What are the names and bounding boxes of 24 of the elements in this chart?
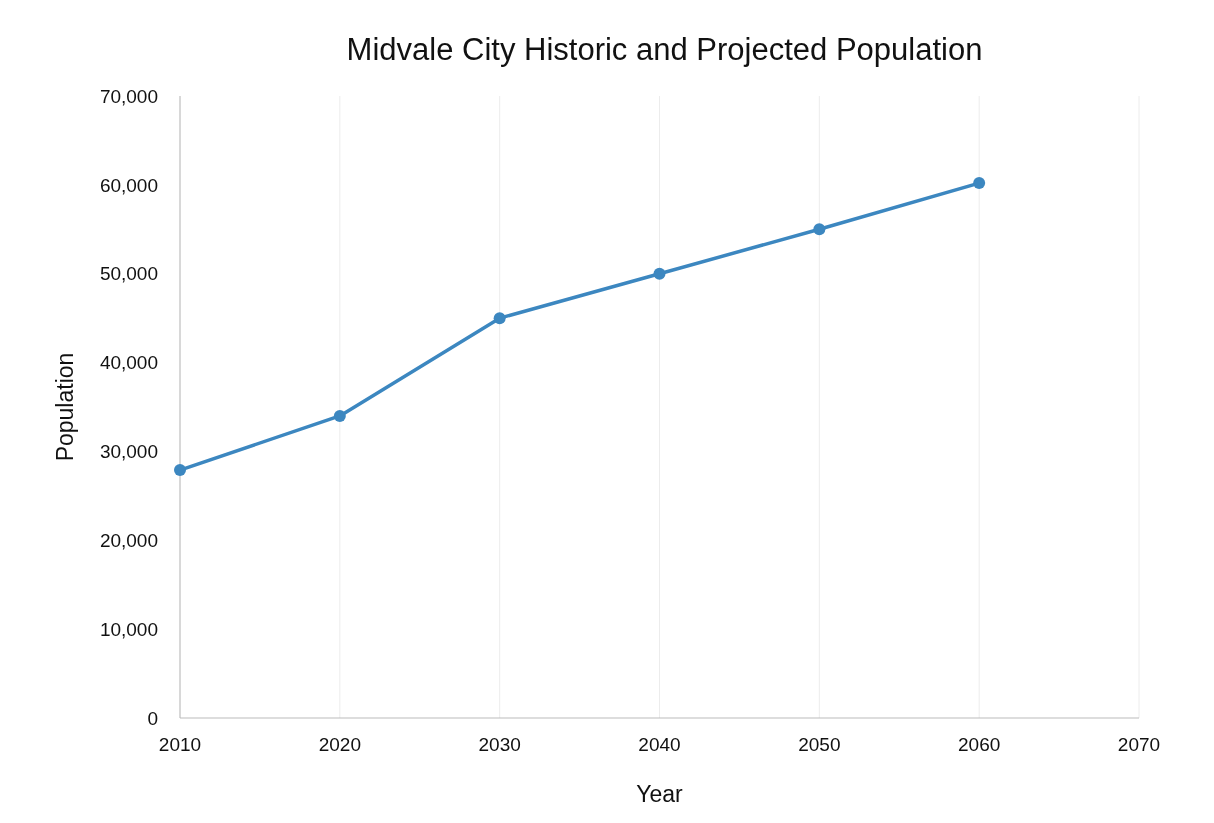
y-tick-label: 20,000 bbox=[99, 529, 158, 551]
x-tick-label: 2070 bbox=[1117, 734, 1161, 755]
y-tick-label: 60,000 bbox=[99, 174, 158, 196]
x-tick-label: 2060 bbox=[958, 734, 1001, 755]
y-axis-title: Population bbox=[52, 352, 78, 462]
chart-title: Midvale City Historic and Projected Population bbox=[346, 32, 983, 67]
y-tick-label: 70,000 bbox=[99, 85, 158, 107]
y-tick-label: 0 bbox=[147, 707, 158, 729]
x-axis-title: Year bbox=[636, 781, 684, 807]
point bbox=[973, 177, 986, 190]
point bbox=[493, 312, 506, 325]
y-tick-label: 50,000 bbox=[99, 263, 158, 285]
point bbox=[174, 464, 186, 477]
x-tick-label: 2010 bbox=[158, 734, 202, 755]
x-tick-label: 2050 bbox=[798, 734, 841, 755]
y-tick-label: 10,000 bbox=[99, 618, 158, 640]
y-tick-label: 40,000 bbox=[99, 352, 158, 374]
y-tick-label: 30,000 bbox=[99, 441, 158, 463]
x-tick-label: 2040 bbox=[638, 734, 681, 755]
x-tick-label: 2020 bbox=[318, 734, 361, 755]
x-tick-label: 2030 bbox=[478, 734, 521, 755]
point bbox=[333, 409, 346, 422]
point bbox=[813, 223, 826, 236]
point bbox=[653, 267, 666, 280]
